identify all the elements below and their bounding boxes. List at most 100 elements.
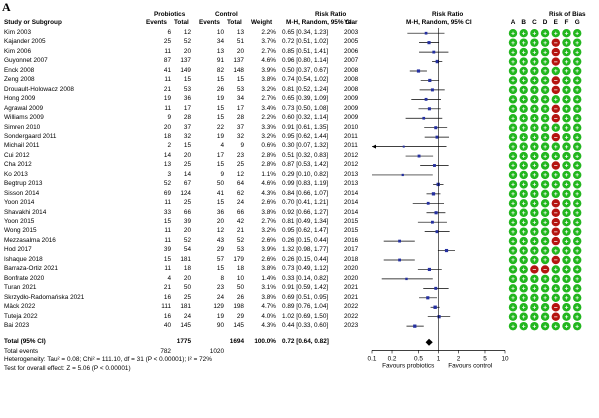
rob-sign: +	[511, 68, 515, 75]
rob-dot	[562, 208, 571, 217]
study-ci: 0.95 [0.62, 1.44]	[282, 132, 329, 140]
rob-sign: +	[522, 257, 526, 264]
rob-sign: +	[511, 144, 515, 151]
study-total-2: 53	[236, 85, 244, 93]
study-square	[401, 173, 404, 177]
rob-sign: +	[533, 78, 537, 85]
rob-sign: −	[554, 134, 558, 141]
study-name: Barraza-Ortiz 2021	[4, 265, 58, 273]
rob-sign: +	[511, 286, 515, 293]
rob-sign: +	[511, 323, 515, 330]
rob-dot	[540, 95, 550, 104]
rob-dot	[551, 274, 560, 284]
study-events-1: 20	[163, 123, 171, 131]
study-year: 2008	[344, 66, 359, 74]
rob-sign: +	[543, 304, 547, 311]
rob-sign: +	[554, 248, 558, 255]
rob-dot	[530, 321, 539, 331]
rob-sign: +	[575, 59, 579, 66]
rob-sign: +	[533, 219, 537, 226]
rob-sign: +	[543, 182, 547, 189]
rob-letter-b: B	[521, 19, 526, 26]
rob-sign: +	[511, 106, 515, 113]
rob-dot	[540, 312, 550, 321]
rob-sign: +	[565, 304, 569, 311]
rob-sign: +	[511, 295, 515, 302]
study-ci: 0.84 [0.66, 1.07]	[282, 189, 329, 197]
study-total-1: 20	[183, 47, 191, 55]
study-total-2: 17	[236, 104, 244, 112]
study-total-1: 50	[183, 284, 191, 292]
rob-dot	[573, 151, 582, 161]
rob-dot	[519, 104, 528, 114]
study-square	[424, 97, 428, 101]
rob-dot	[508, 85, 518, 95]
rob-dot	[551, 151, 560, 161]
study-events-1: 11	[164, 236, 171, 244]
study-weight: 2.7%	[261, 95, 276, 103]
rob-dot	[519, 274, 528, 284]
study-ci: 1.02 [0.69, 1.50]	[282, 312, 329, 320]
study-ci: 0.65 [0.39, 1.09]	[282, 95, 329, 103]
total-t2: 1694	[229, 338, 244, 345]
study-weight: 2.2%	[261, 29, 276, 36]
rob-sign: +	[543, 78, 547, 85]
study-events-2: 12	[216, 227, 224, 235]
rob-sign: +	[543, 314, 547, 321]
rob-dot	[573, 321, 582, 331]
rob-sign: −	[554, 87, 558, 94]
header-study: Study or Subgroup	[4, 19, 62, 26]
study-total-2: 179	[233, 255, 244, 263]
rob-dot	[530, 57, 539, 66]
rob-sign: +	[522, 97, 526, 104]
study-square	[426, 296, 430, 300]
study-name: Hong 2009	[4, 95, 36, 103]
study-year: 2014	[344, 189, 359, 197]
rob-sign: +	[565, 191, 569, 198]
rob-dot	[519, 312, 528, 321]
rob-sign: +	[565, 59, 569, 66]
rob-sign: +	[565, 172, 569, 179]
rob-dot	[530, 47, 539, 57]
study-ci: 0.74 [0.54, 1.02]	[282, 76, 329, 84]
heterogeneity-text: Heterogeneity: Tau² = 0.08; Chi² = 111.1…	[4, 356, 212, 363]
header-total-2: Total	[227, 19, 242, 26]
rob-dot	[573, 38, 582, 47]
study-name: Kim 2003	[4, 29, 31, 36]
study-square	[402, 145, 405, 148]
study-name: Enck 2008	[4, 66, 35, 74]
study-ci: 0.92 [0.66, 1.27]	[282, 208, 329, 216]
rob-dot	[530, 189, 539, 199]
study-events-2: 34	[216, 38, 224, 46]
rob-dot	[551, 57, 560, 66]
rob-dot	[530, 265, 539, 274]
rob-dot	[540, 284, 550, 293]
rob-sign: −	[554, 314, 558, 321]
rob-sign: −	[554, 59, 558, 66]
study-total-1: 17	[183, 104, 191, 112]
study-total-2: 64	[236, 180, 244, 188]
header-year: Year	[344, 19, 358, 26]
rob-dot	[508, 66, 518, 76]
rob-sign: +	[575, 153, 579, 160]
rob-sign: +	[543, 238, 547, 245]
rob-sign: +	[565, 257, 569, 264]
x-tick-label: 0.2	[388, 355, 397, 362]
rob-sign: +	[565, 201, 569, 208]
rob-sign: +	[522, 304, 526, 311]
study-total-2: 23	[236, 151, 244, 159]
rob-sign: +	[533, 144, 537, 151]
rob-dot	[519, 170, 528, 180]
rob-dot	[562, 114, 571, 123]
rob-dot	[519, 293, 528, 302]
study-ci: 0.96 [0.80, 1.14]	[282, 57, 329, 65]
rob-dot	[562, 303, 571, 312]
study-events-2: 10	[216, 29, 224, 36]
study-events-2: 50	[216, 180, 224, 188]
rob-dot	[508, 293, 518, 302]
study-events-1: 39	[163, 246, 171, 254]
rob-sign: +	[511, 201, 515, 208]
rob-letter-d: D	[542, 19, 548, 26]
study-ci: 0.44 [0.33, 0.60]	[282, 321, 329, 329]
study-events-1: 9	[167, 114, 171, 122]
